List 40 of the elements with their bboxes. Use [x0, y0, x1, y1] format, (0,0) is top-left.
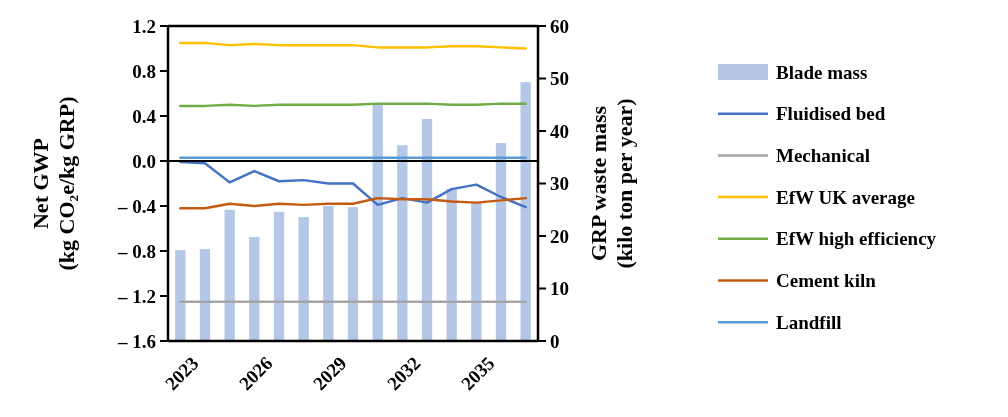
- y2-tick-label: 0: [550, 330, 560, 352]
- y2-tick-label: 10: [550, 278, 569, 300]
- bar: [199, 249, 211, 341]
- legend-label: Landfill: [776, 311, 842, 333]
- legend-label: EfW high efficiency: [776, 228, 937, 250]
- bar: [495, 143, 507, 341]
- legend-label: Cement kiln: [776, 270, 877, 292]
- y2-tick-label: 60: [550, 15, 569, 37]
- bar: [273, 211, 285, 341]
- line-series: [179, 196, 527, 210]
- y2-tick-label: 50: [550, 68, 569, 90]
- y-tick-label: 0.4: [132, 105, 157, 127]
- legend-label: Blade mass: [776, 61, 868, 83]
- legend-label: Mechanical: [776, 145, 870, 167]
- bar: [520, 82, 531, 341]
- bar: [421, 118, 433, 341]
- y2-tick-label: 20: [550, 225, 569, 247]
- y2-tick-label: 30: [550, 173, 569, 195]
- y-tick-label: – 0.8: [117, 240, 156, 262]
- bar: [175, 250, 186, 341]
- bar: [471, 202, 482, 341]
- bar: [397, 145, 408, 341]
- legend-label: EfW UK average: [776, 186, 915, 208]
- y-tick-label: 0.0: [132, 150, 156, 172]
- y-tick-label: – 0.4: [117, 195, 157, 217]
- bar: [372, 104, 383, 341]
- bar: [347, 207, 359, 341]
- y-tick-label: – 1.2: [117, 285, 156, 307]
- bar: [224, 209, 235, 341]
- bar: [323, 206, 334, 341]
- bar: [446, 188, 457, 341]
- y-tick-label: – 1.6: [117, 330, 156, 352]
- y-tick-label: 1.2: [132, 15, 156, 37]
- bar: [298, 217, 309, 341]
- y2-axis-title: GRP waste mass (kilo ton per year): [586, 98, 637, 269]
- bar: [249, 237, 260, 341]
- y-axis-title: Net GWP (kg CO₂e/kg GRP): [28, 96, 79, 271]
- y-tick-label: 0.8: [132, 60, 156, 82]
- y2-tick-label: 40: [550, 120, 569, 142]
- legend-label: Fluidised bed: [776, 103, 886, 125]
